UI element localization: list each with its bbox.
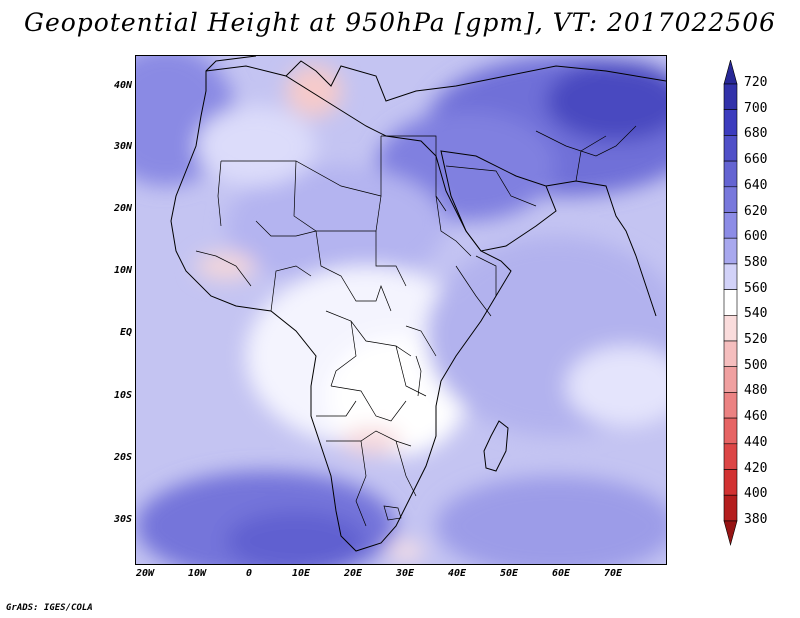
lon-label-10e: 10E: [291, 568, 311, 579]
country-borders: [195, 125, 637, 527]
colorbar-cell: [723, 160, 738, 188]
lon-label-20w: 20W: [135, 568, 155, 579]
colorbar-cells: [723, 60, 738, 547]
colorbar-label: 500: [744, 357, 768, 373]
coastlines: [170, 56, 666, 552]
colorbar-label: 400: [744, 486, 768, 502]
colorbar-cell: [723, 263, 738, 290]
colorbar-cell: [723, 212, 738, 239]
colorbar-cell: [723, 469, 738, 496]
credit-text: GrADS: IGES/COLA: [6, 603, 93, 613]
colorbar-cell: [723, 340, 738, 368]
colorbar-cell: [723, 392, 738, 419]
lon-label-50e: 50E: [499, 568, 519, 579]
colorbar-cell: [723, 443, 738, 470]
colorbar-label: 540: [744, 306, 768, 322]
lat-label-eq: EQ: [119, 327, 132, 338]
colorbar-cell: [723, 186, 738, 213]
map-svg: [136, 56, 666, 564]
lon-label-30e: 30E: [395, 568, 415, 579]
colorbar-label: 560: [744, 280, 768, 296]
colorbar: [723, 60, 738, 547]
colorbar-label: 580: [744, 254, 768, 270]
lat-label-20s: 20S: [113, 452, 132, 463]
colorbar-cell: [723, 315, 738, 342]
lat-label-30s: 30S: [113, 514, 132, 525]
map-plot-area: [135, 55, 667, 565]
colorbar-cell: [723, 83, 738, 111]
colorbar-label: 620: [744, 203, 768, 219]
colorbar-label: 680: [744, 126, 768, 142]
map-title: Geopotential Height at 950hPa [gpm], VT:…: [23, 8, 777, 37]
lat-label-20n: 20N: [113, 203, 132, 214]
colorbar-label: 700: [744, 100, 768, 116]
colorbar-cell: [723, 109, 738, 136]
lat-label-30n: 30N: [113, 141, 132, 152]
lon-label-10w: 10W: [187, 568, 207, 579]
colorbar-cell: [723, 417, 738, 445]
colorbar-label: 600: [744, 229, 768, 245]
lon-label-70e: 70E: [603, 568, 623, 579]
colorbar-label: 440: [744, 434, 768, 450]
colorbar-cell: [723, 135, 738, 162]
colorbar-label: 520: [744, 332, 768, 347]
colorbar-label: 640: [744, 177, 768, 193]
lon-label-0: 0: [245, 568, 253, 579]
colorbar-label: 480: [744, 383, 768, 399]
colorbar-label: 380: [744, 511, 768, 527]
lon-label-60e: 60E: [551, 568, 571, 579]
lat-label-40n: 40N: [113, 80, 132, 91]
lon-label-20e: 20E: [343, 568, 363, 579]
lat-label-10s: 10S: [113, 390, 132, 401]
colorbar-cell: [723, 237, 738, 265]
lon-label-40e: 40E: [447, 568, 467, 579]
colorbar-label: 660: [744, 152, 768, 168]
colorbar-top-triangle: [723, 60, 738, 85]
colorbar-label: 460: [744, 409, 768, 425]
colorbar-label: 420: [744, 460, 768, 476]
colorbar-cell: [723, 366, 738, 393]
colorbar-label: 720: [744, 75, 768, 90]
colorbar-bottom-triangle: [723, 520, 738, 547]
height-field-shading: [136, 56, 666, 564]
colorbar-cell: [723, 289, 738, 316]
colorbar-cell: [723, 494, 738, 522]
lat-label-10n: 10N: [113, 265, 132, 276]
